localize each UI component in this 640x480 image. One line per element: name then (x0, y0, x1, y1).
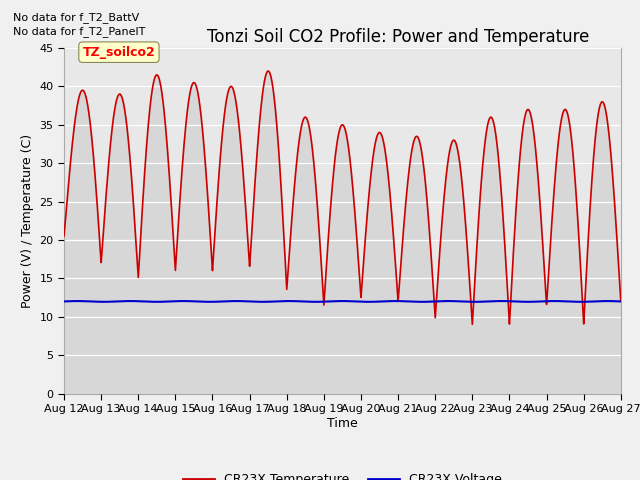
Title: Tonzi Soil CO2 Profile: Power and Temperature: Tonzi Soil CO2 Profile: Power and Temper… (207, 28, 589, 47)
Text: No data for f_T2_PanelT: No data for f_T2_PanelT (13, 26, 145, 37)
Legend: CR23X Temperature, CR23X Voltage: CR23X Temperature, CR23X Voltage (178, 468, 507, 480)
Text: TZ_soilco2: TZ_soilco2 (83, 46, 156, 59)
X-axis label: Time: Time (327, 417, 358, 430)
Text: No data for f_T2_BattV: No data for f_T2_BattV (13, 12, 139, 23)
Y-axis label: Power (V) / Temperature (C): Power (V) / Temperature (C) (21, 134, 34, 308)
